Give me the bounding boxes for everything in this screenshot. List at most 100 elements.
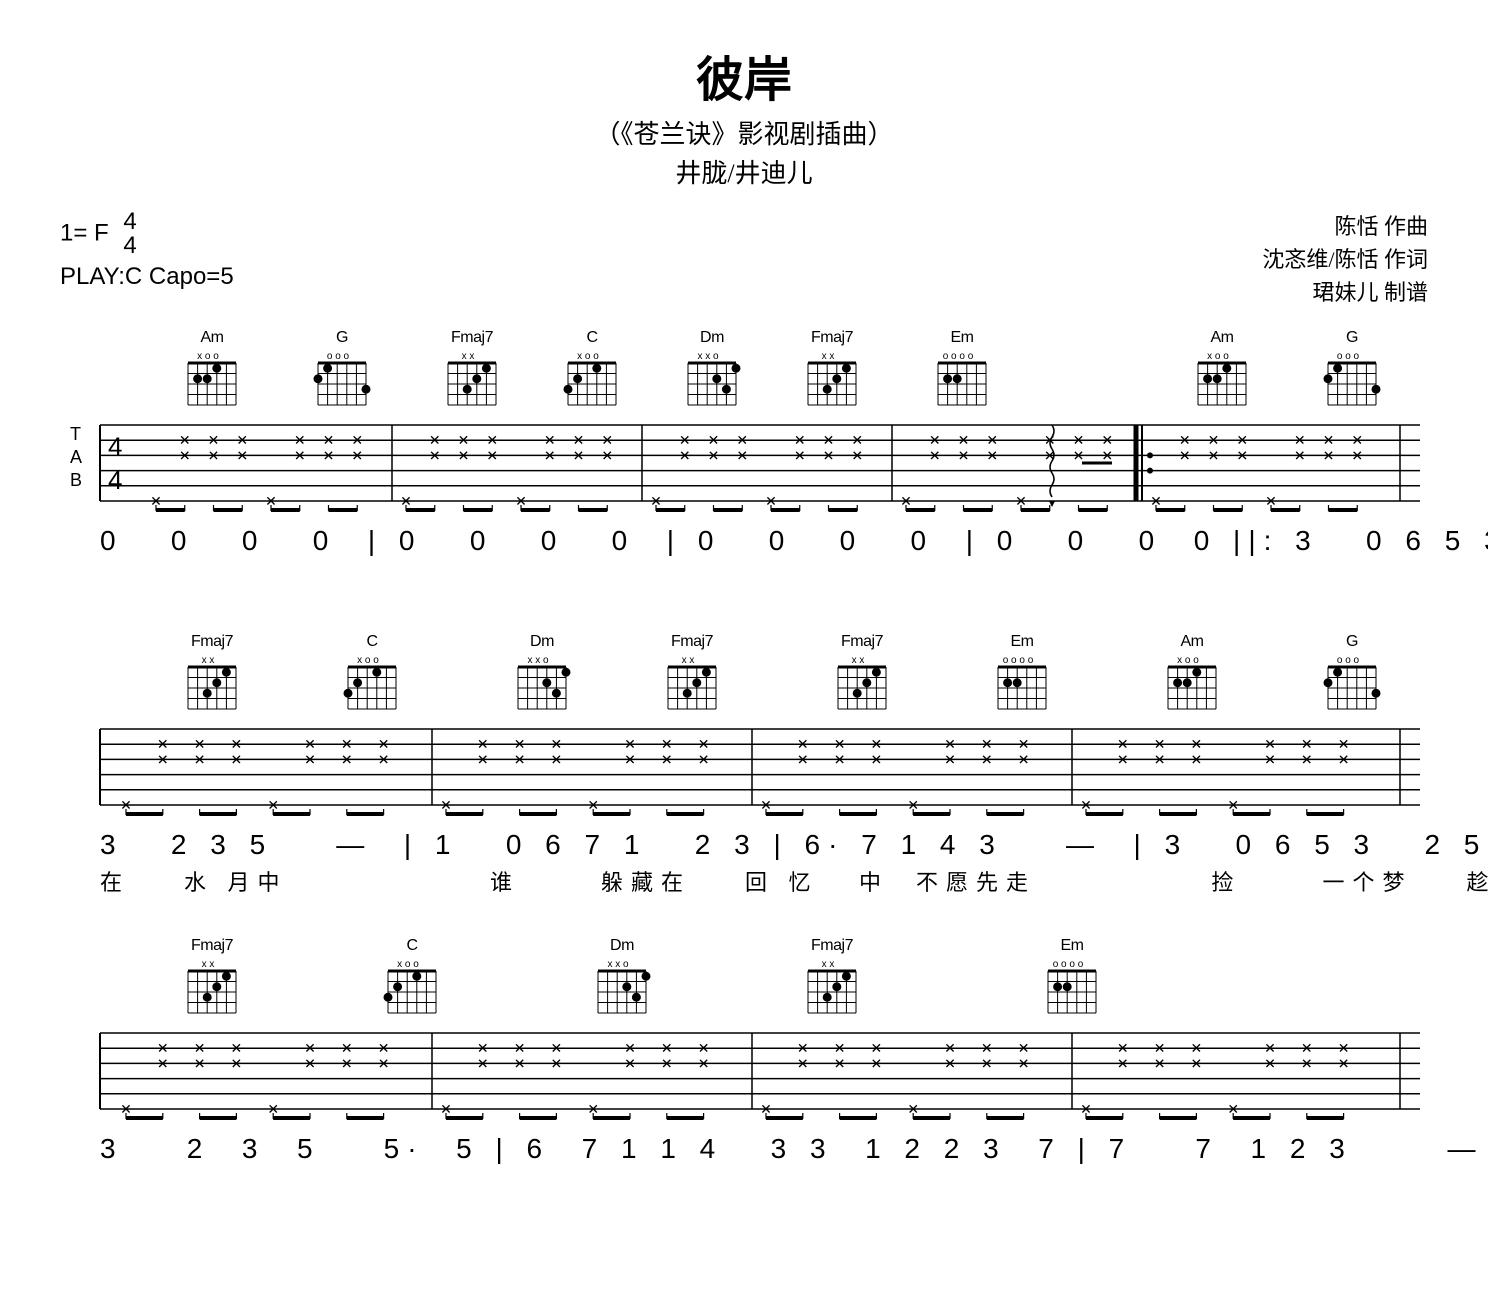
svg-text:✕: ✕ <box>208 447 220 463</box>
svg-text:✕: ✕ <box>958 447 970 463</box>
svg-text:T: T <box>70 424 81 444</box>
chord-diagram: Dm x x o <box>590 937 654 1028</box>
svg-text:✕: ✕ <box>601 447 613 463</box>
svg-text:✕: ✕ <box>1323 432 1335 448</box>
chord-grid: x x <box>660 653 724 719</box>
svg-text:B: B <box>70 470 82 490</box>
svg-text:x o o: x o o <box>397 959 419 970</box>
chord-grid: x o o <box>380 957 444 1023</box>
chord-grid: x o o <box>180 349 244 415</box>
svg-text:x x: x x <box>202 959 215 970</box>
play-info: PLAY:C Capo=5 <box>60 258 234 296</box>
svg-text:✕: ✕ <box>981 1040 993 1056</box>
svg-text:✕: ✕ <box>1154 751 1166 767</box>
svg-text:✕: ✕ <box>871 1040 883 1056</box>
chord-diagram: Dmx x o <box>680 329 744 420</box>
chord-row: Fmaj7x x Cx o oDmx x o Fmaj7x x Fmaj7x x… <box>60 633 1428 713</box>
svg-text:✕: ✕ <box>981 1055 993 1071</box>
svg-text:✕: ✕ <box>378 736 390 752</box>
svg-text:✕: ✕ <box>661 1055 673 1071</box>
svg-text:✕: ✕ <box>1179 432 1191 448</box>
svg-text:✕: ✕ <box>323 432 335 448</box>
svg-text:✕: ✕ <box>1179 447 1191 463</box>
svg-text:✕: ✕ <box>514 736 526 752</box>
svg-text:✕: ✕ <box>231 1055 243 1071</box>
svg-text:✕: ✕ <box>1191 1055 1203 1071</box>
chord-grid: x o o <box>340 653 404 719</box>
svg-text:✕: ✕ <box>551 1040 563 1056</box>
chord-diagram: Am x o o <box>180 329 244 420</box>
svg-text:✕: ✕ <box>834 736 846 752</box>
svg-text:✕: ✕ <box>1264 1040 1276 1056</box>
svg-text:x x o: x x o <box>607 959 629 970</box>
svg-text:✕: ✕ <box>378 1040 390 1056</box>
svg-text:✕: ✕ <box>351 432 363 448</box>
song-subtitle: （《苍兰诀》影视剧插曲） <box>60 114 1428 151</box>
chord-grid: x x <box>800 957 864 1023</box>
svg-text:✕: ✕ <box>486 432 498 448</box>
svg-text:✕: ✕ <box>1073 447 1085 463</box>
svg-text:✕: ✕ <box>157 1055 169 1071</box>
svg-text:✕: ✕ <box>1154 736 1166 752</box>
jianpu-row: 3 2 3 5 — | 1 0 6 7 1 2 3 | 6· 7 1 4 3 —… <box>60 829 1428 861</box>
svg-text:✕: ✕ <box>944 1040 956 1056</box>
svg-text:✕: ✕ <box>834 1040 846 1056</box>
svg-text:✕: ✕ <box>1236 447 1248 463</box>
chord-diagram: Cx o o <box>340 633 404 724</box>
chord-grid: x x <box>440 349 504 415</box>
chord-name: Fmaj7 <box>440 329 504 347</box>
key-label: 1= F <box>60 219 109 246</box>
chord-grid: o o o o <box>990 653 1054 719</box>
svg-text:✕: ✕ <box>551 736 563 752</box>
svg-text:✕: ✕ <box>1294 447 1306 463</box>
svg-text:✕: ✕ <box>797 1040 809 1056</box>
chord-diagram: Cx o o <box>380 937 444 1028</box>
svg-text:✕: ✕ <box>1018 1055 1030 1071</box>
chord-name: Fmaj7 <box>180 937 244 955</box>
chord-name: C <box>380 937 444 955</box>
svg-text:✕: ✕ <box>851 432 863 448</box>
chord-name: Dm <box>590 937 654 955</box>
svg-text:✕: ✕ <box>179 447 191 463</box>
svg-text:✕: ✕ <box>304 1055 316 1071</box>
chord-grid: x x <box>830 653 894 719</box>
chord-name: Fmaj7 <box>800 329 864 347</box>
chord-diagram: Fmaj7x x <box>800 937 864 1028</box>
chord-name: G <box>1320 329 1384 347</box>
svg-text:✕: ✕ <box>514 1055 526 1071</box>
tab-staff: ✕✕✕✕✕✕✕✕✕✕✕✕✕✕✕✕✕✕✕✕✕✕✕✕✕✕✕✕✕✕✕✕✕✕✕✕✕✕✕✕… <box>60 1021 1420 1121</box>
meta-left: 1= F 4 4 PLAY:C Capo=5 <box>60 210 234 296</box>
chord-grid: x x <box>180 957 244 1023</box>
svg-text:x o o: x o o <box>1177 655 1199 666</box>
svg-text:x x: x x <box>852 655 865 666</box>
svg-text:✕: ✕ <box>661 1040 673 1056</box>
svg-text:o o o o: o o o o <box>943 351 974 362</box>
svg-text:✕: ✕ <box>1338 1040 1350 1056</box>
song-artist: 井胧/井迪儿 <box>60 153 1428 190</box>
chord-diagram: Go o o <box>310 329 374 420</box>
time-signature: 4 4 <box>123 210 136 258</box>
svg-text:✕: ✕ <box>698 1055 710 1071</box>
svg-text:✕: ✕ <box>708 432 720 448</box>
chord-name: Em <box>930 329 994 347</box>
svg-text:✕: ✕ <box>429 447 441 463</box>
svg-text:✕: ✕ <box>551 1055 563 1071</box>
chord-diagram: Amx o o <box>1160 633 1224 724</box>
svg-text:✕: ✕ <box>1301 1040 1313 1056</box>
chord-row: Fmaj7x x Cx o oDmx x o Fmaj7x x Emo o o … <box>60 937 1428 1017</box>
svg-text:✕: ✕ <box>1191 1040 1203 1056</box>
chord-name: C <box>340 633 404 651</box>
chord-diagram: Fmaj7x x <box>800 329 864 420</box>
svg-text:✕: ✕ <box>323 447 335 463</box>
svg-text:x x: x x <box>682 655 695 666</box>
svg-text:✕: ✕ <box>823 432 835 448</box>
svg-text:✕: ✕ <box>708 447 720 463</box>
chord-name: Am <box>180 329 244 347</box>
chord-diagram: Cx o o <box>560 329 624 420</box>
chord-grid: x x o <box>680 349 744 415</box>
svg-text:✕: ✕ <box>1117 751 1129 767</box>
svg-text:✕: ✕ <box>236 432 248 448</box>
chord-grid: x x <box>180 653 244 719</box>
svg-text:✕: ✕ <box>834 1055 846 1071</box>
svg-text:✕: ✕ <box>958 432 970 448</box>
